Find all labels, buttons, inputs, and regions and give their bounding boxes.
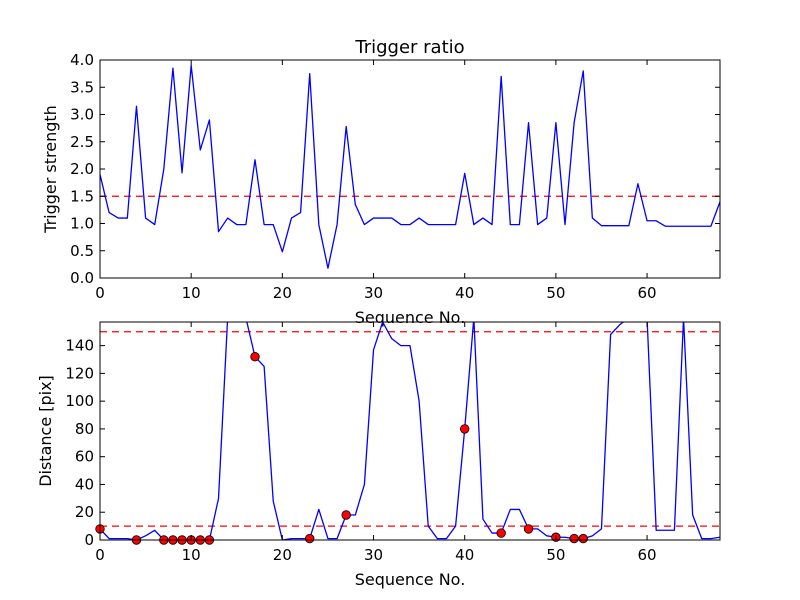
y-tick-label: 4.0 <box>70 51 94 69</box>
y-tick-label: 80 <box>75 420 94 438</box>
y-axis-label: Distance [pix] <box>36 375 55 487</box>
data-point-marker <box>523 524 534 534</box>
x-tick-label: 30 <box>364 546 383 564</box>
x-tick-label: 0 <box>95 546 105 564</box>
x-tick-label: 0 <box>95 284 105 302</box>
chart-title: Trigger ratio <box>354 37 464 58</box>
axis-ticks: 0 10 20 30 40 50 60 0.0 0.5 1.0 1.5 2.0 2.5 3.0 3.5 4.0 <box>70 51 720 302</box>
x-tick-label: 20 <box>273 546 292 564</box>
x-axis-label: Sequence No. <box>355 308 466 327</box>
trigger-ratio-panel: Trigger ratio 0 10 20 30 40 50 60 0.0 0.5 1.0 1.5 2… <box>41 37 721 327</box>
distance-panel: 0 10 20 30 40 50 60 0 20 40 60 80 100 120 140 Sequence… <box>36 321 721 589</box>
y-tick-label: 140 <box>65 337 94 355</box>
x-tick-label: 20 <box>273 284 292 302</box>
y-tick-label: 1.0 <box>70 215 94 233</box>
y-tick-label: 0.5 <box>70 242 94 260</box>
data-point-marker <box>496 528 506 538</box>
x-tick-label: 60 <box>638 284 657 302</box>
x-tick-label: 50 <box>546 284 565 302</box>
x-tick-label: 40 <box>455 284 474 302</box>
x-tick-label: 30 <box>364 284 383 302</box>
y-tick-label: 2.5 <box>70 133 94 151</box>
x-tick-label: 10 <box>182 546 201 564</box>
y-tick-label: 100 <box>65 392 94 410</box>
data-point-marker <box>578 533 588 544</box>
series-line <box>100 64 720 269</box>
axes-frame <box>99 321 721 541</box>
y-tick-label: 3.0 <box>70 106 94 124</box>
y-tick-label: 1.5 <box>70 187 94 205</box>
x-tick-label: 40 <box>455 546 474 564</box>
data-point-marker <box>250 352 260 362</box>
y-tick-label: 2.0 <box>70 160 94 178</box>
x-tick-label: 10 <box>182 284 201 302</box>
y-tick-label: 120 <box>65 364 94 382</box>
data-point-marker <box>341 510 351 520</box>
y-tick-label: 3.5 <box>70 78 94 96</box>
y-tick-label: 20 <box>75 503 94 521</box>
data-point-marker <box>569 533 579 544</box>
series-line <box>100 322 720 540</box>
x-tick-label: 50 <box>546 546 565 564</box>
x-axis-label: Sequence No. <box>355 570 466 589</box>
data-point-marker <box>460 424 470 434</box>
y-axis-label: Trigger strength <box>41 105 60 234</box>
y-tick-label: 0 <box>84 531 94 549</box>
x-tick-label: 60 <box>638 546 657 564</box>
y-tick-label: 40 <box>75 475 94 493</box>
clipped-marks <box>100 322 720 540</box>
y-tick-label: 0.0 <box>70 269 94 287</box>
clipped-marks <box>100 64 720 269</box>
plot-area <box>100 64 720 269</box>
axis-ticks: 0 10 20 30 40 50 60 0 20 40 60 80 100 120 140 <box>65 322 720 564</box>
data-point-marker <box>305 533 315 544</box>
y-tick-label: 60 <box>75 448 94 466</box>
